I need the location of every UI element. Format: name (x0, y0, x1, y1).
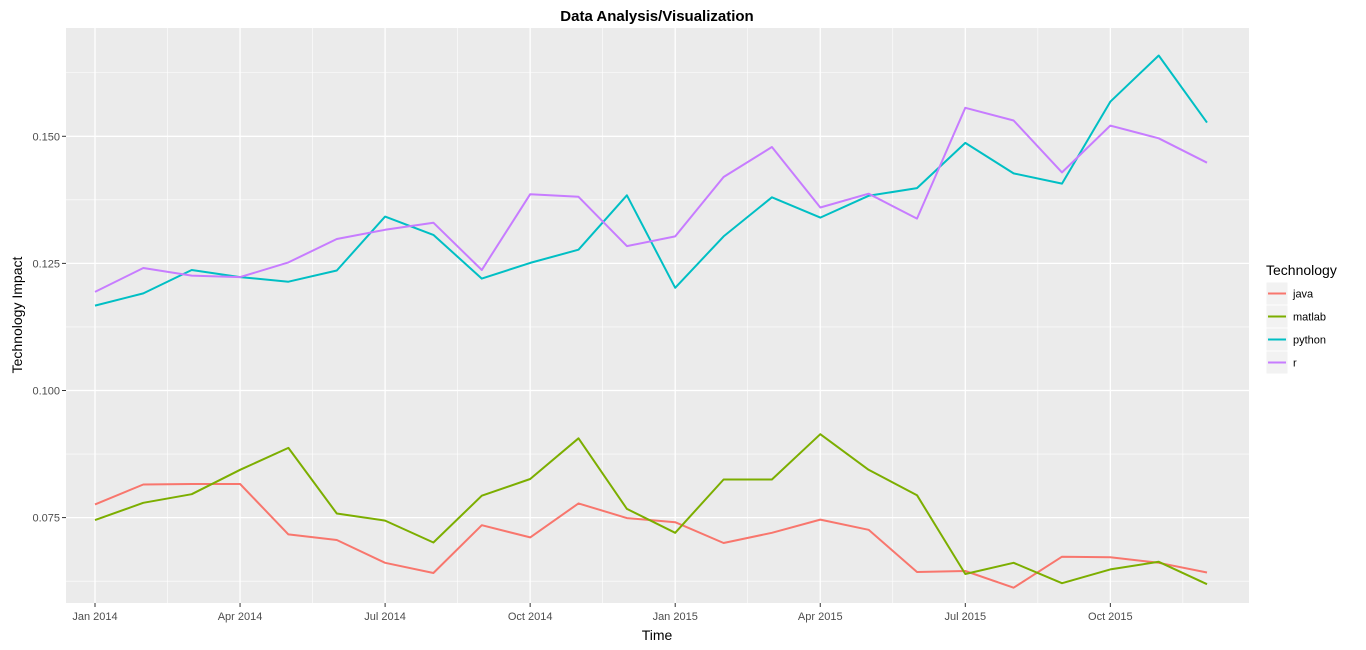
x-tick-label: Jan 2015 (653, 611, 698, 623)
y-tick-label: 0.125 (32, 258, 60, 270)
legend: Technology java matlab python r (1265, 262, 1337, 375)
x-tick-label: Oct 2015 (1088, 611, 1133, 623)
x-axis-title: Time (642, 627, 673, 643)
legend-label-r: r (1293, 358, 1297, 370)
y-tick-label: 0.150 (32, 131, 60, 143)
series-line-matlab (94, 433, 1208, 586)
major-gridlines (66, 28, 1249, 603)
chart-title: Data Analysis/Visualization (560, 8, 753, 25)
legend-label-matlab: matlab (1293, 312, 1326, 324)
minor-gridlines (66, 28, 1249, 603)
x-tick-label: Apr 2015 (798, 611, 843, 623)
x-tick-label: Jul 2014 (364, 611, 406, 623)
x-tick-label: Jan 2014 (72, 611, 117, 623)
x-tick-label: Oct 2014 (508, 611, 553, 623)
series-lines (94, 54, 1208, 589)
y-axis: 0.075 0.100 0.125 0.150 (32, 131, 66, 525)
y-axis-title: Technology Impact (9, 257, 25, 374)
legend-label-python: python (1293, 335, 1326, 347)
y-tick-label: 0.075 (32, 513, 60, 525)
legend-label-java: java (1292, 289, 1314, 301)
y-tick-label: 0.100 (32, 385, 60, 397)
x-tick-label: Apr 2014 (218, 611, 263, 623)
legend-title: Technology (1266, 262, 1337, 278)
plot-panel (66, 28, 1249, 603)
x-tick-label: Jul 2015 (945, 611, 987, 623)
x-axis: Jan 2014 Apr 2014 Jul 2014 Oct 2014 Jan 2015… (72, 603, 1133, 623)
series-line-r (94, 106, 1208, 293)
